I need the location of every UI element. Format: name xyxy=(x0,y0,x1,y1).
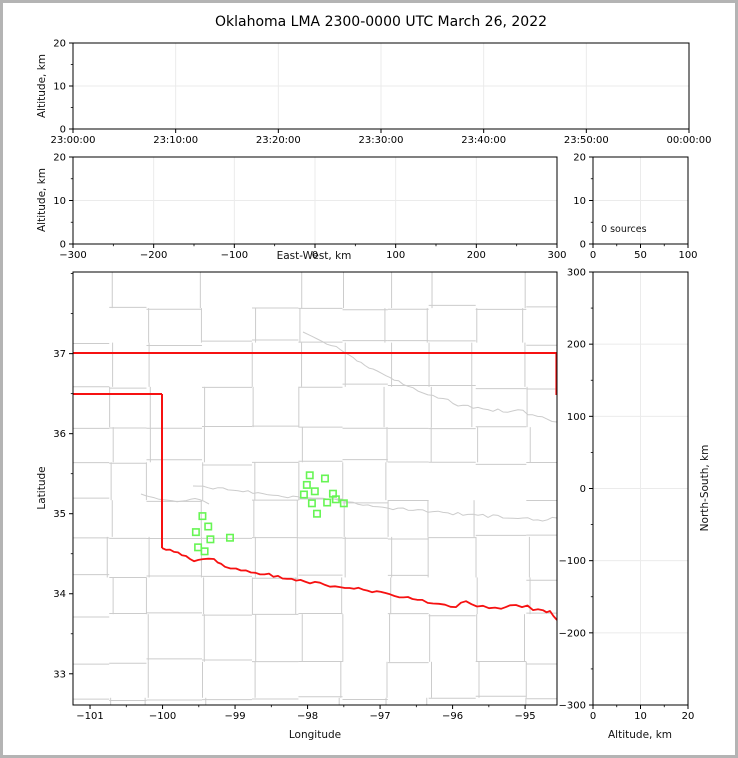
tick-label: 200 xyxy=(467,250,486,261)
tick-label: 20 xyxy=(53,153,66,164)
vhf-source-marker xyxy=(307,499,316,508)
time-altitude-plot: 23:00:00 23:10:00 23:20:00 23:30:00 23:40:00… xyxy=(51,39,712,147)
time-altitude-panel: 23:00:00 23:10:00 23:20:00 23:30:00 23:40:00… xyxy=(51,39,712,147)
vhf-source-marker xyxy=(204,522,213,531)
county-boundaries-layer xyxy=(73,272,558,705)
tick-label: 300 xyxy=(567,268,586,279)
altitude-histogram-plot: 0 50 100 0 10 20 xyxy=(573,153,697,262)
vhf-source-marker xyxy=(310,487,319,496)
tick-label: −300 xyxy=(59,250,86,261)
tick-label: 0 xyxy=(590,711,596,722)
tick-label: 0 xyxy=(60,240,66,251)
tick-label: 0 xyxy=(60,125,66,136)
tick-label: 20 xyxy=(573,153,586,164)
tick-label: −200 xyxy=(140,250,167,261)
tick-label: 36 xyxy=(53,429,66,440)
tick-label: −100 xyxy=(149,711,176,722)
vhf-source-marker xyxy=(339,499,348,508)
tick-label: 20 xyxy=(53,39,66,50)
map-x-axis-label: Longitude xyxy=(288,729,342,741)
tick-label: 10 xyxy=(53,196,66,207)
eastwest-altitude-plot: −300 −200 −100 0 100 200 300 0 10 20 xyxy=(53,153,566,262)
tick-label: −98 xyxy=(297,711,318,722)
altitude-histogram-panel: 0 50 100 0 10 20 xyxy=(573,153,697,262)
tick-label: 00:00:00 xyxy=(667,135,712,146)
tick-label: 100 xyxy=(567,412,586,423)
vhf-source-marker xyxy=(198,512,207,521)
tick-label: 20 xyxy=(682,711,695,722)
northsouth-altitude-panel: 0 10 20 −300 −200 −100 0 100 200 300 xyxy=(559,268,695,723)
tick-label: 0 xyxy=(590,250,596,261)
figure-title: Oklahoma LMA 2300-0000 UTC March 26, 202… xyxy=(214,14,548,30)
p1-y-axis-label: Altitude, km xyxy=(36,53,48,119)
vhf-source-marker xyxy=(320,474,329,483)
vhf-source-marker xyxy=(194,543,203,552)
tick-label: 35 xyxy=(53,509,66,520)
vhf-source-marker xyxy=(191,528,200,537)
tick-label: −100 xyxy=(559,556,586,567)
map-line xyxy=(161,547,558,621)
vhf-source-marker xyxy=(225,533,234,542)
vhf-source-marker xyxy=(312,509,321,518)
tick-label: 10 xyxy=(53,82,66,93)
map-y-axis-label: Latitude xyxy=(36,466,48,510)
vhf-source-marker xyxy=(305,471,314,480)
tick-label: 200 xyxy=(567,340,586,351)
tick-label: −101 xyxy=(76,711,103,722)
tick-label: 23:40:00 xyxy=(461,135,506,146)
tick-label: 23:00:00 xyxy=(51,135,96,146)
tick-label: −300 xyxy=(559,701,586,712)
p5-x-axis-label: Altitude, km xyxy=(607,729,673,741)
tick-label: 37 xyxy=(53,349,66,360)
tick-label: −97 xyxy=(370,711,391,722)
tick-label: 0 xyxy=(580,484,586,495)
vhf-source-marker xyxy=(299,490,308,499)
tick-label: 0 xyxy=(312,250,318,261)
tick-label: 23:30:00 xyxy=(359,135,404,146)
tick-label: 100 xyxy=(678,250,697,261)
tick-label: 100 xyxy=(386,250,405,261)
sources-count-label: 0 sources xyxy=(601,224,647,235)
vhf-source-marker xyxy=(331,495,340,504)
state-border-layer xyxy=(73,352,558,621)
p2-x-axis-label: East-West, km xyxy=(276,250,352,262)
tick-label: −200 xyxy=(559,628,586,639)
p2-y-axis-label: Altitude, km xyxy=(36,167,48,233)
vhf-source-marker xyxy=(302,480,311,489)
northsouth-altitude-plot: 0 10 20 −300 −200 −100 0 100 200 300 xyxy=(559,268,695,723)
tick-label: −100 xyxy=(221,250,248,261)
tick-label: −96 xyxy=(442,711,463,722)
map-line xyxy=(302,331,558,423)
tick-label: 10 xyxy=(634,711,647,722)
tick-label: 23:20:00 xyxy=(256,135,301,146)
map-line xyxy=(192,485,558,522)
vhf-source-marker xyxy=(206,535,215,544)
p5-y-axis-label: North-South, km xyxy=(699,444,711,532)
tick-label: 23:10:00 xyxy=(153,135,198,146)
map-line xyxy=(140,493,210,505)
plan-view-map-panel: −101 −100 −99 −98 −97 −96 −95 33 34 35 36 37 xyxy=(53,271,558,722)
tick-label: 23:50:00 xyxy=(564,135,609,146)
tick-label: 50 xyxy=(634,250,647,261)
vhf-source-marker xyxy=(200,547,209,556)
tick-label: 34 xyxy=(53,589,66,600)
tick-label: 10 xyxy=(573,196,586,207)
plan-view-map: −101 −100 −99 −98 −97 −96 −95 33 34 35 36 37 xyxy=(53,271,558,722)
tick-label: −95 xyxy=(515,711,536,722)
eastwest-altitude-panel: −300 −200 −100 0 100 200 300 0 10 20 xyxy=(53,153,566,262)
tick-label: 33 xyxy=(53,669,66,680)
tick-label: −99 xyxy=(225,711,246,722)
tick-label: 0 xyxy=(580,240,586,251)
vhf-source-marker xyxy=(323,498,332,507)
tick-label: 300 xyxy=(547,250,566,261)
